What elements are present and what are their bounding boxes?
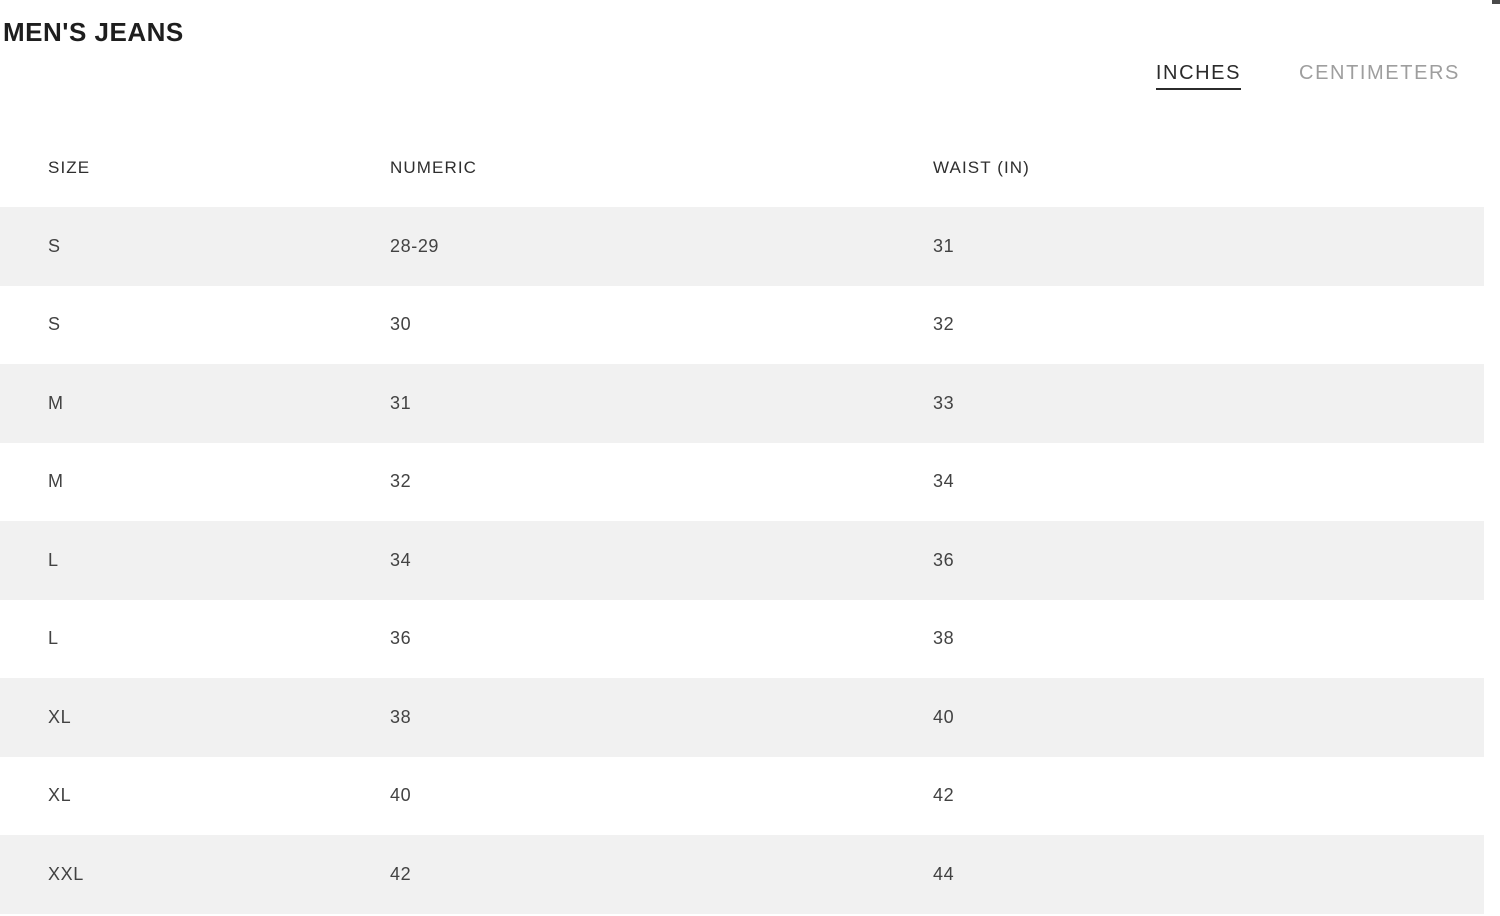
table-row: M 31 33 bbox=[0, 364, 1484, 443]
corner-artifact bbox=[1492, 0, 1500, 4]
table-cell: 38 bbox=[390, 706, 412, 727]
table-cell: 42 bbox=[390, 863, 412, 884]
size-table: SIZE NUMERIC WAIST (IN) S 28-29 31 S 30 32 M 31… bbox=[0, 128, 1484, 914]
table-header-row: SIZE NUMERIC WAIST (IN) bbox=[0, 128, 1484, 207]
table-cell: 38 bbox=[933, 628, 955, 649]
table-cell: S bbox=[48, 235, 61, 256]
table-cell: 42 bbox=[933, 785, 955, 806]
table-cell: 34 bbox=[390, 549, 412, 570]
table-cell: 31 bbox=[933, 235, 955, 256]
table-cell: XL bbox=[48, 785, 72, 806]
table-cell: 31 bbox=[390, 392, 412, 413]
table-cell: 40 bbox=[390, 785, 412, 806]
unit-toggle: INCHES CENTIMETERS bbox=[1155, 62, 1460, 90]
table-row: L 36 38 bbox=[0, 599, 1484, 678]
table-cell: 44 bbox=[933, 863, 955, 884]
table-cell: L bbox=[48, 549, 59, 570]
table-cell: L bbox=[48, 628, 59, 649]
table-row: XL 38 40 bbox=[0, 678, 1484, 757]
table-row: XL 40 42 bbox=[0, 756, 1484, 835]
table-row: S 28-29 31 bbox=[0, 207, 1484, 286]
column-header-size: SIZE bbox=[48, 157, 91, 177]
table-cell: 32 bbox=[390, 471, 412, 492]
table-row: XXL 42 44 bbox=[0, 835, 1484, 914]
table-row: M 32 34 bbox=[0, 442, 1484, 521]
table-cell: 36 bbox=[933, 549, 955, 570]
table-cell: 32 bbox=[933, 314, 955, 335]
table-cell: 40 bbox=[933, 706, 955, 727]
table-cell: 34 bbox=[933, 471, 955, 492]
table-cell: 28-29 bbox=[390, 235, 440, 256]
table-cell: 30 bbox=[390, 314, 412, 335]
table-cell: XXL bbox=[48, 863, 84, 884]
unit-toggle-option-inches[interactable]: INCHES bbox=[1155, 62, 1242, 90]
unit-toggle-option-centimeters[interactable]: CENTIMETERS bbox=[1299, 62, 1460, 84]
table-cell: 33 bbox=[933, 392, 955, 413]
table-cell: XL bbox=[48, 706, 72, 727]
column-header-numeric: NUMERIC bbox=[390, 157, 478, 177]
table-row: S 30 32 bbox=[0, 285, 1484, 364]
table-cell: S bbox=[48, 314, 61, 335]
column-header-waist: WAIST (IN) bbox=[933, 157, 1030, 177]
table-row: L 34 36 bbox=[0, 521, 1484, 600]
table-cell: M bbox=[48, 471, 64, 492]
table-cell: 36 bbox=[390, 628, 412, 649]
size-table-body: S 28-29 31 S 30 32 M 31 33 M 32 34 L 34 36 L 36 38 XL 38 40 X… bbox=[0, 207, 1484, 914]
page-title: MEN'S JEANS bbox=[3, 17, 184, 47]
table-cell: M bbox=[48, 392, 64, 413]
